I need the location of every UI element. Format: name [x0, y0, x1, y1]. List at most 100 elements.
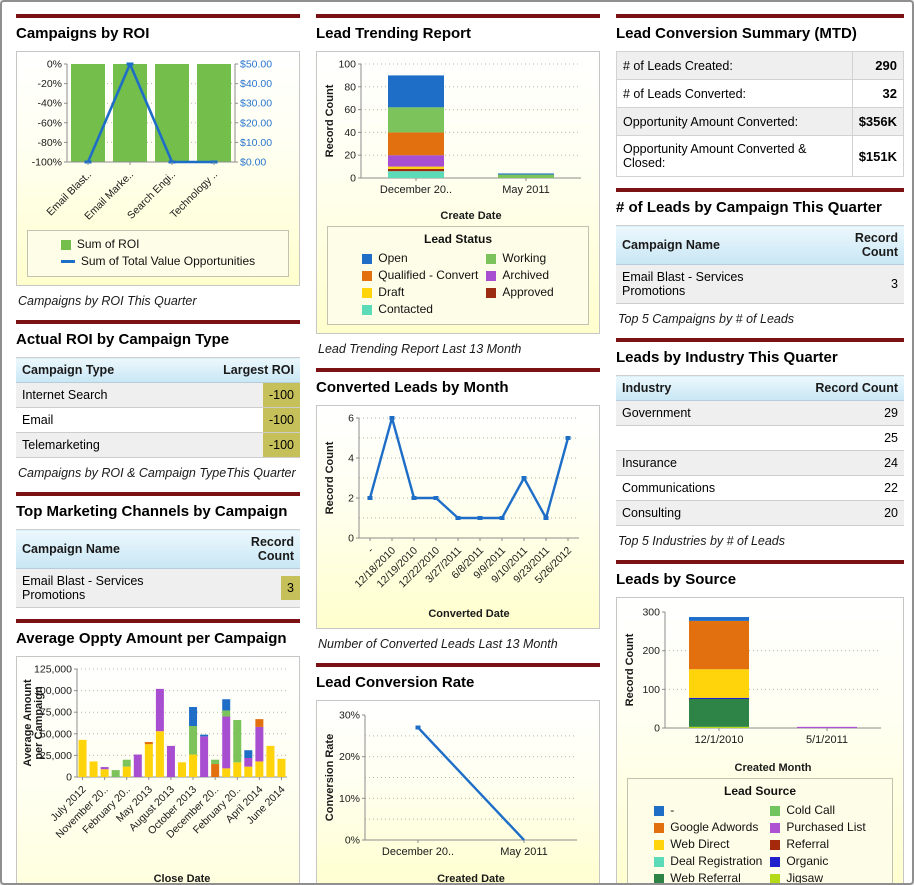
svg-text:Created Date: Created Date [437, 873, 505, 885]
widget-conversion-rate: Lead Conversion Rate 0% 10% 20% 30% Conversi… [316, 663, 600, 885]
table-row[interactable]: Telemarketing -100 [16, 432, 300, 458]
table-row[interactable]: Email -100 [16, 407, 300, 433]
svg-text:per Campaign: per Campaign [33, 686, 45, 760]
metric-value: $151K [851, 135, 905, 177]
actual-roi-table: Campaign Type Largest ROI Internet Search -… [16, 357, 300, 458]
svg-text:300: 300 [642, 607, 660, 619]
square-swatch-icon [770, 805, 781, 816]
svg-text:5/1/2011: 5/1/2011 [806, 734, 848, 746]
row-value: -100 [262, 408, 300, 432]
campaigns-by-roi-chart-svg[interactable]: 0% -20% -40% -60% -80% -100% $50.00 $40.00 $30.0… [21, 56, 295, 228]
leads-by-source-legend: Lead Source - Google Adwords Web Direct Deal… [627, 778, 893, 883]
widget-actual-roi: Actual ROI by Campaign Type Campaign Typ… [16, 320, 300, 481]
svg-text:20%: 20% [339, 751, 360, 763]
chart-footnote: Campaigns by ROI & Campaign TypeThis Qua… [18, 466, 296, 480]
legend-item: Referral [770, 836, 865, 853]
avg-oppty-chart-svg[interactable]: 0 25,000 50,000 75,000 100,000 125,000Average… [21, 661, 295, 885]
square-swatch-icon [770, 856, 781, 867]
column-header: Record Count [207, 529, 300, 569]
svg-text:80: 80 [344, 81, 356, 93]
metric-row[interactable]: # of Leads Created: 290 [616, 51, 905, 80]
column-header: Record Count [811, 225, 904, 265]
svg-text:Record Count: Record Count [324, 441, 336, 514]
metric-label: # of Leads Converted: [616, 79, 853, 108]
square-swatch-icon [654, 873, 665, 883]
row-value-cell: 29 [767, 400, 904, 426]
table-row[interactable]: Insurance 24 [616, 450, 904, 476]
row-value-cell: 20 [767, 500, 904, 526]
svg-text:100: 100 [338, 59, 356, 71]
row-label: Internet Search [16, 382, 175, 408]
row-label: Telemarketing [16, 432, 175, 458]
row-value-cell: -100 [174, 407, 300, 433]
svg-text:6: 6 [348, 413, 354, 425]
square-swatch-icon [770, 839, 781, 850]
section-divider [316, 663, 600, 667]
legend-label: Open [378, 251, 408, 265]
svg-text:-60%: -60% [37, 117, 62, 129]
metric-label: # of Leads Created: [616, 51, 853, 80]
svg-text:4: 4 [348, 453, 354, 465]
svg-text:0: 0 [348, 533, 354, 545]
svg-text:Converted Date: Converted Date [428, 608, 509, 620]
column-header: Largest ROI [174, 357, 300, 383]
conversion-rate-chart-svg[interactable]: 0% 10% 20% 30%Conversion Rate Created Date De… [321, 705, 595, 885]
svg-text:-40%: -40% [37, 98, 62, 110]
row-label: Insurance [616, 450, 768, 476]
row-value-cell: 25 [767, 425, 904, 451]
widget-leads-by-campaign: # of Leads by Campaign This Quarter Camp… [616, 188, 904, 327]
chart-footnote: Number of Converted Leads Last 13 Month [318, 637, 558, 651]
metric-label: Opportunity Amount Converted & Closed: [616, 135, 853, 177]
metric-row[interactable]: Opportunity Amount Converted: $356K [616, 107, 905, 136]
metric-label: Opportunity Amount Converted: [616, 107, 853, 136]
legend-item: Organic [770, 853, 865, 870]
svg-text:Record Count: Record Count [324, 84, 336, 157]
widget-campaigns-by-roi: Campaigns by ROI 0% -20% -40% -60% -80% -100%… [16, 14, 300, 309]
legend-label: Cold Call [786, 803, 836, 817]
row-value: 3 [891, 277, 898, 291]
leads-by-source-chart-svg[interactable]: 0 100 200 300 Record Count Created Month 12/1/… [621, 602, 899, 776]
section-divider [16, 320, 300, 324]
svg-text:Create Date: Create Date [440, 210, 501, 222]
section-divider [616, 14, 904, 18]
widget-leads-by-industry: Leads by Industry This Quarter Industry R… [616, 338, 904, 549]
column-header: Industry [616, 375, 768, 401]
square-swatch-icon [770, 873, 781, 883]
metric-row[interactable]: Opportunity Amount Converted & Closed: $1… [616, 135, 905, 177]
table-row[interactable]: Email Blast - Services Promotions 3 [16, 568, 300, 608]
widget-converted-leads: Converted Leads by Month 0 2 4 6 Record Coun… [316, 368, 600, 652]
legend-item: Sum of ROI [60, 236, 255, 253]
row-value: 24 [884, 456, 898, 470]
legend-label: Sum of Total Value Opportunities [80, 254, 256, 268]
table-row[interactable]: Internet Search -100 [16, 382, 300, 408]
row-label: Communications [616, 475, 768, 501]
top-marketing-table: Campaign Name Record Count Email Blast - S… [16, 529, 300, 608]
legend-label: Sum of ROI [76, 237, 140, 251]
lead-trending-chart-svg[interactable]: 0 20 40 60 80 100 Record Count Create Date Decem… [321, 56, 595, 224]
svg-text:Close Date: Close Date [154, 873, 211, 885]
table-row[interactable]: 25 [616, 425, 904, 451]
legend-label: Organic [786, 854, 829, 868]
row-value: 22 [884, 481, 898, 495]
svg-text:$20.00: $20.00 [240, 117, 272, 129]
dashboard-column-left: Campaigns by ROI 0% -20% -40% -60% -80% -100%… [16, 14, 300, 883]
table-row[interactable]: Email Blast - Services Promotions 3 [616, 264, 904, 304]
legend-item: Approved [486, 284, 554, 301]
table-row[interactable]: Consulting 20 [616, 500, 904, 526]
table-row[interactable]: Communications 22 [616, 475, 904, 501]
row-label [616, 425, 768, 451]
legend-item: Cold Call [770, 802, 865, 819]
legend-label: Approved [502, 285, 554, 299]
section-title: Average Oppty Amount per Campaign [16, 630, 287, 647]
metric-row[interactable]: # of Leads Converted: 32 [616, 79, 905, 108]
campaigns-by-roi-legend: Sum of ROI Sum of Total Value Opportuniti… [27, 230, 289, 277]
section-divider [616, 338, 904, 342]
square-swatch-icon [362, 270, 373, 281]
table-row[interactable]: Government 29 [616, 400, 904, 426]
svg-text:-100%: -100% [32, 157, 62, 169]
svg-text:12/1/2010: 12/1/2010 [695, 734, 744, 746]
svg-text:Conversion Rate: Conversion Rate [324, 734, 336, 821]
legend-title: Lead Source [723, 784, 797, 798]
section-title: Top Marketing Channels by Campaign [16, 503, 288, 520]
